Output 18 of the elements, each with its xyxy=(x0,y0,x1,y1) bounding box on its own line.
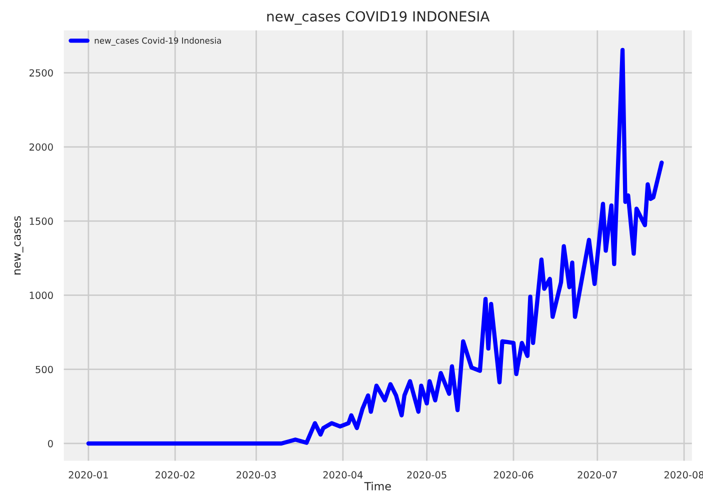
y-tick-label: 1000 xyxy=(30,292,53,300)
y-axis-title: new_cases xyxy=(14,216,24,274)
line-series xyxy=(86,48,664,446)
x-tick-label: 2020-07 xyxy=(578,471,617,479)
x-tick-label: 2020-06 xyxy=(494,471,534,479)
y-tick-label: 2000 xyxy=(30,143,53,151)
y-tick-label: 500 xyxy=(36,366,53,374)
x-tick-label: 2020-01 xyxy=(68,471,108,479)
x-tick-label: 2020-03 xyxy=(236,471,276,479)
x-axis-title: Time xyxy=(364,482,391,490)
legend-label: new_cases Covid-19 Indonesia xyxy=(94,37,221,46)
x-tick-label: 2020-02 xyxy=(156,471,194,479)
chart-title: new_cases COVID19 INDONESIA xyxy=(267,11,490,25)
x-tick-label: 2020-05 xyxy=(407,471,446,479)
y-tick-label: 0 xyxy=(48,440,53,448)
y-tick-label: 1500 xyxy=(30,218,53,225)
y-tick-label: 2500 xyxy=(30,69,53,77)
x-tick-label: 2020-04 xyxy=(323,471,363,479)
